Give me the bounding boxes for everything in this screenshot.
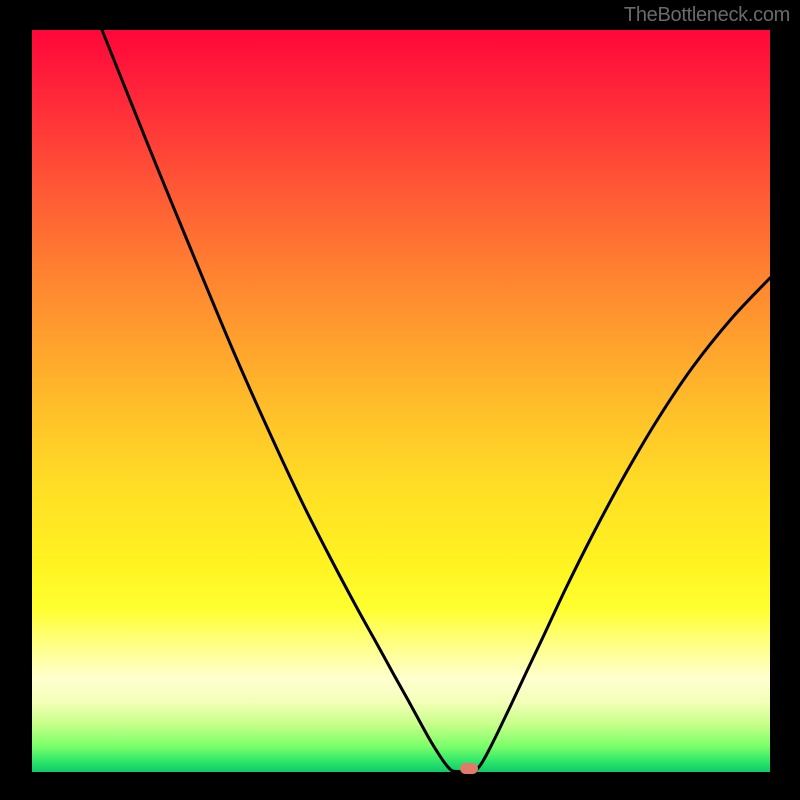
- attribution-text: TheBottleneck.com: [624, 4, 790, 27]
- minimum-marker: [460, 763, 478, 774]
- gradient-background: [32, 30, 770, 772]
